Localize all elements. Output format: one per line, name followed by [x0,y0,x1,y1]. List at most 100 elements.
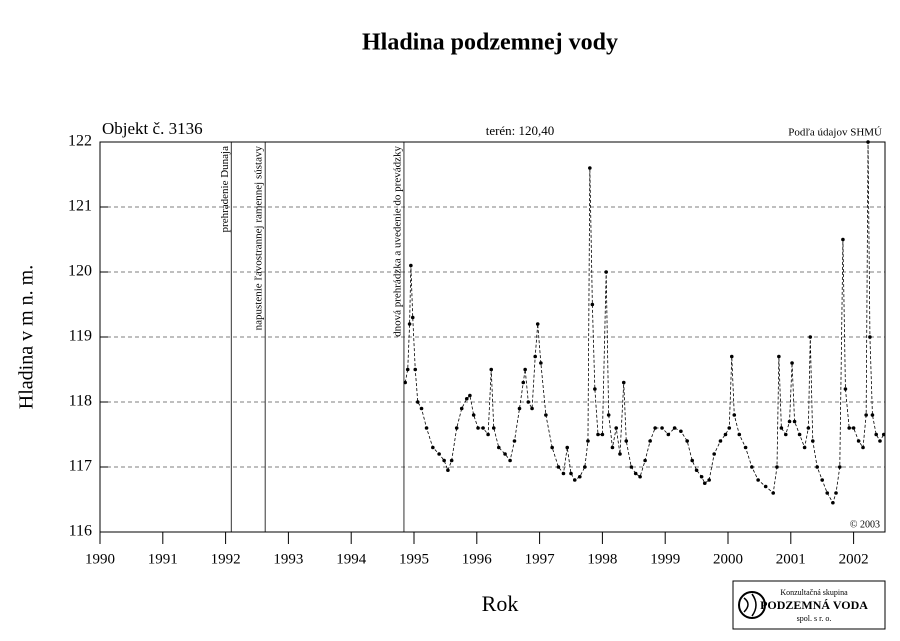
data-point [775,465,779,469]
data-point [729,354,734,359]
data-point [643,458,647,463]
plot-frame [99,141,886,533]
data-point [431,445,435,450]
data-point [694,468,699,473]
data-point [449,458,454,463]
data-point [561,471,566,476]
data-point [861,445,865,450]
data-point [690,458,695,463]
series-line [404,141,885,504]
data-point [866,140,870,144]
data-point [737,432,742,437]
data-point [476,426,480,430]
data-point [732,413,737,417]
data-point [606,413,611,417]
data-point [419,406,424,411]
logo-text: PODZEMNÁ VODA [760,598,868,612]
data-point [847,426,852,430]
logo-text: Konzultačná skupina [780,588,848,597]
data-point [604,270,608,274]
data-point [459,406,464,411]
y-tick-label: 119 [69,328,92,345]
data-point [874,432,879,437]
x-tick-label: 2002 [839,551,869,567]
data-point [797,432,802,437]
data-point [802,445,807,450]
data-point [834,491,838,495]
data-point [856,439,861,443]
source-label: Podľa údajov SHMÚ [788,127,882,139]
data-point [810,439,815,443]
data-point [550,445,554,450]
data-point [870,413,875,417]
data-point [590,302,595,307]
data-point [787,419,792,424]
data-point [743,445,748,450]
data-point [756,478,760,482]
data-point [868,335,872,339]
chart-title: Hladina podzemnej vody [362,30,618,56]
data-point [454,426,459,430]
logo: Konzultačná skupina PODZEMNÁ VODA spol. … [732,580,886,630]
data-point [837,465,842,469]
data-point [593,387,597,391]
x-tick-label: 1995 [399,551,429,567]
x-tick-label: 2000 [713,551,743,567]
data-point [468,393,472,398]
data-point [442,458,446,463]
data-point [820,478,824,482]
data-point [779,426,784,430]
data-point [653,426,657,430]
event-label: napustenie ľavostrannej ramennej sústavy [253,146,265,331]
data-point [503,452,507,456]
data-point [638,474,642,479]
data-point [624,439,629,443]
data-point [777,354,781,359]
data-point [881,432,886,437]
data-point [405,367,410,372]
x-tick-label: 1999 [650,551,680,567]
data-point [526,400,531,404]
data-point [413,367,418,372]
x-tick-label: 1997 [525,551,556,567]
data-point [806,426,811,430]
event-label: dnová prehrádzka a uvedenie do prevádzky [391,146,403,337]
x-tick-label: 1998 [587,551,617,567]
data-point [723,432,728,437]
data-point [533,354,538,359]
x-tick-label: 2001 [776,551,806,567]
data-point [577,474,582,479]
data-point [596,432,600,437]
data-point [588,166,592,170]
data-point [621,380,626,385]
y-tick-label: 118 [69,393,92,410]
data-point [544,413,548,417]
data-point [685,439,689,443]
data-point [610,445,615,450]
copyright: © 2003 [850,519,880,530]
x-tick-label: 1993 [273,551,303,567]
logo-box [732,580,886,630]
data-point [572,478,577,482]
data-point [569,471,573,476]
data-point [464,396,469,401]
data-point [727,426,732,430]
data-point [556,465,561,469]
data-point [831,500,835,505]
data-point [790,361,794,365]
y-tick-label: 120 [68,263,92,280]
data-point [633,471,638,476]
data-point [808,335,813,339]
data-point [496,445,501,450]
data-point [618,452,622,456]
logo-text: spol. s r. o. [797,614,832,623]
y-tick-label: 122 [68,133,92,150]
x-tick-label: 1992 [211,551,241,567]
data-point [415,400,420,404]
data-point [707,478,711,482]
data-point [851,426,856,430]
x-tick-label: 1994 [336,551,367,567]
data-point [672,426,677,430]
data-point [702,481,707,486]
